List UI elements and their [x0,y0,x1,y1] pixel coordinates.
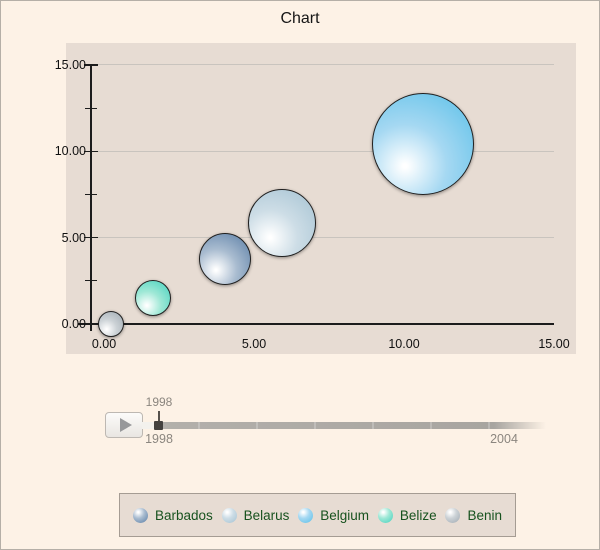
legend-item-label: Belize [399,507,437,523]
chart-title: Chart [280,10,320,27]
timeline-slider-thumb[interactable] [154,421,163,430]
legend-item-belgium[interactable]: Belgium [298,507,370,523]
legend-sphere-icon [298,507,314,523]
x-tick-label: 15.00 [538,337,570,351]
legend-sphere-icon [377,507,393,523]
bubble-belarus[interactable] [248,189,316,258]
y-minor-tick [85,107,97,109]
x-tick-label: 0.00 [91,337,117,351]
x-tick-label: 10.00 [388,337,420,351]
slider-tooltip: 1998 [145,395,173,409]
y-tick-label: 10.00 [54,144,86,159]
legend-item-benin[interactable]: Benin [445,507,502,523]
legend-item-label: Belgium [320,507,370,523]
legend-item-label: Belarus [243,507,290,523]
x-axis-line [78,323,554,325]
x-tick-label: 5.00 [241,337,267,351]
y-major-tick [84,64,98,66]
bubble-benin[interactable] [98,311,124,338]
y-grid-line [91,150,554,152]
timeline-slider-track[interactable] [142,422,546,429]
legend-sphere-icon [221,507,237,523]
y-axis-line [90,65,92,331]
legend-item-belize[interactable]: Belize [377,507,437,523]
legend-item-label: Benin [467,507,502,523]
play-icon [119,418,132,432]
bubble-belize[interactable] [135,280,171,317]
legend-sphere-icon [133,507,148,523]
legend-item-barbados[interactable]: Barbados [133,507,213,523]
y-tick-label: 15.00 [54,57,86,72]
y-grid-line [91,64,554,66]
timeline-start-label: 1998 [145,432,173,446]
bubble-belgium[interactable] [372,92,474,195]
y-major-tick [84,150,98,153]
y-tick-label: 5.00 [61,230,86,245]
timeline-end-label: 2004 [490,432,518,446]
y-tick-label: 0.00 [61,317,86,331]
legend-sphere-icon [445,507,461,523]
y-grid-line [91,237,554,239]
bubble-barbados[interactable] [199,233,251,286]
legend-item-label: Barbados [155,507,213,523]
y-minor-tick [85,193,97,195]
y-major-tick [84,236,98,239]
y-minor-tick [85,280,97,282]
y-major-tick [84,323,98,325]
play-button[interactable] [105,412,143,438]
legend: Barbados Belarus Belgium Belize Benin [119,493,516,537]
legend-item-belarus[interactable]: Belarus [221,507,290,523]
slider-tooltip-pointer-icon [158,411,160,422]
